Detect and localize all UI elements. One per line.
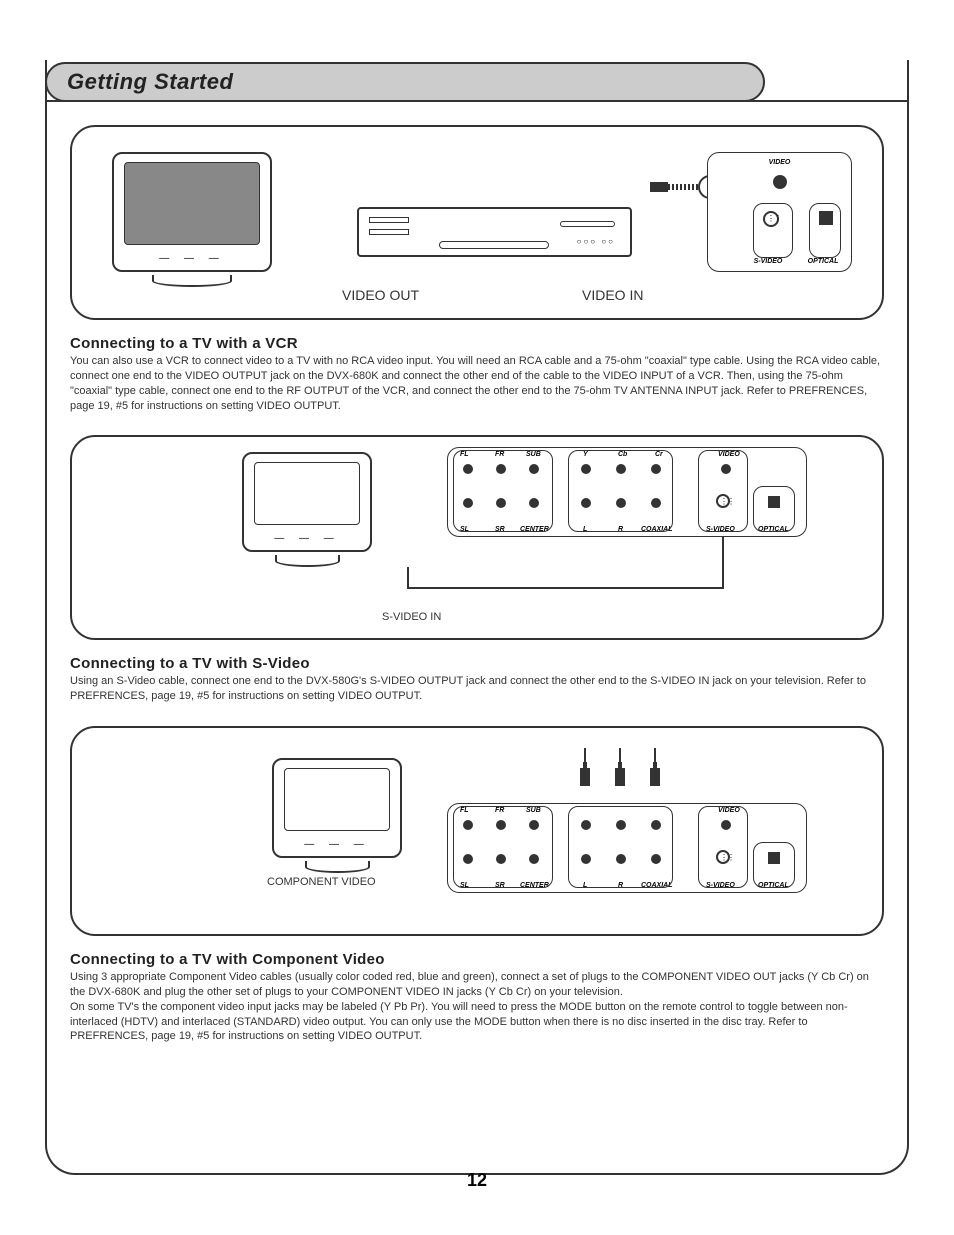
page-title: Getting Started <box>67 69 233 95</box>
section3-body: Using 3 appropriate Component Video cabl… <box>70 970 884 1044</box>
content-area: — — — ○○○ ○○ VIDEO S-VIDEO OPT <box>70 125 884 1066</box>
component-plug <box>650 768 660 786</box>
optical-label: OPTICAL <box>803 258 843 265</box>
label-svideo-in: S-VIDEO IN <box>382 611 441 623</box>
component-plug <box>580 768 590 786</box>
tv-illustration: — — — <box>272 758 402 858</box>
rear-panel: FL FR SUB Y Cb Cr VIDEO <box>447 447 807 537</box>
section2-body: Using an S-Video cable, connect one end … <box>70 674 884 704</box>
component-plug <box>615 768 625 786</box>
vcr-illustration: ○○○ ○○ <box>357 207 632 257</box>
section1-body: You can also use a VCR to connect video … <box>70 354 884 413</box>
diagram-svideo: — — — FL FR SUB Y Cb Cr VIDEO <box>70 435 884 640</box>
section3-heading: Connecting to a TV with Component Video <box>70 951 884 968</box>
section1-heading: Connecting to a TV with a VCR <box>70 335 884 352</box>
tv-illustration: — — — <box>242 452 372 552</box>
label-video-out: VIDEO OUT <box>342 287 419 303</box>
label-component: COMPONENT VIDEO <box>267 876 376 888</box>
rca-plug <box>650 182 668 192</box>
output-panel: VIDEO S-VIDEO OPTICAL <box>707 152 852 272</box>
section2-heading: Connecting to a TV with S-Video <box>70 655 884 672</box>
section-header-bar: Getting Started <box>45 62 765 102</box>
label-video-in: VIDEO IN <box>582 287 643 303</box>
rear-panel: FL FR SUB VIDEO SL SR <box>447 803 807 893</box>
tv-illustration: — — — <box>112 152 272 272</box>
diagram-vcr: — — — ○○○ ○○ VIDEO S-VIDEO OPT <box>70 125 884 320</box>
video-jack <box>773 175 787 189</box>
video-label: VIDEO <box>708 159 851 166</box>
page-number: 12 <box>0 1170 954 1191</box>
svideo-label: S-VIDEO <box>738 258 798 265</box>
diagram-component: — — — COMPONENT VIDEO FL FR SUB VIDEO <box>70 726 884 936</box>
